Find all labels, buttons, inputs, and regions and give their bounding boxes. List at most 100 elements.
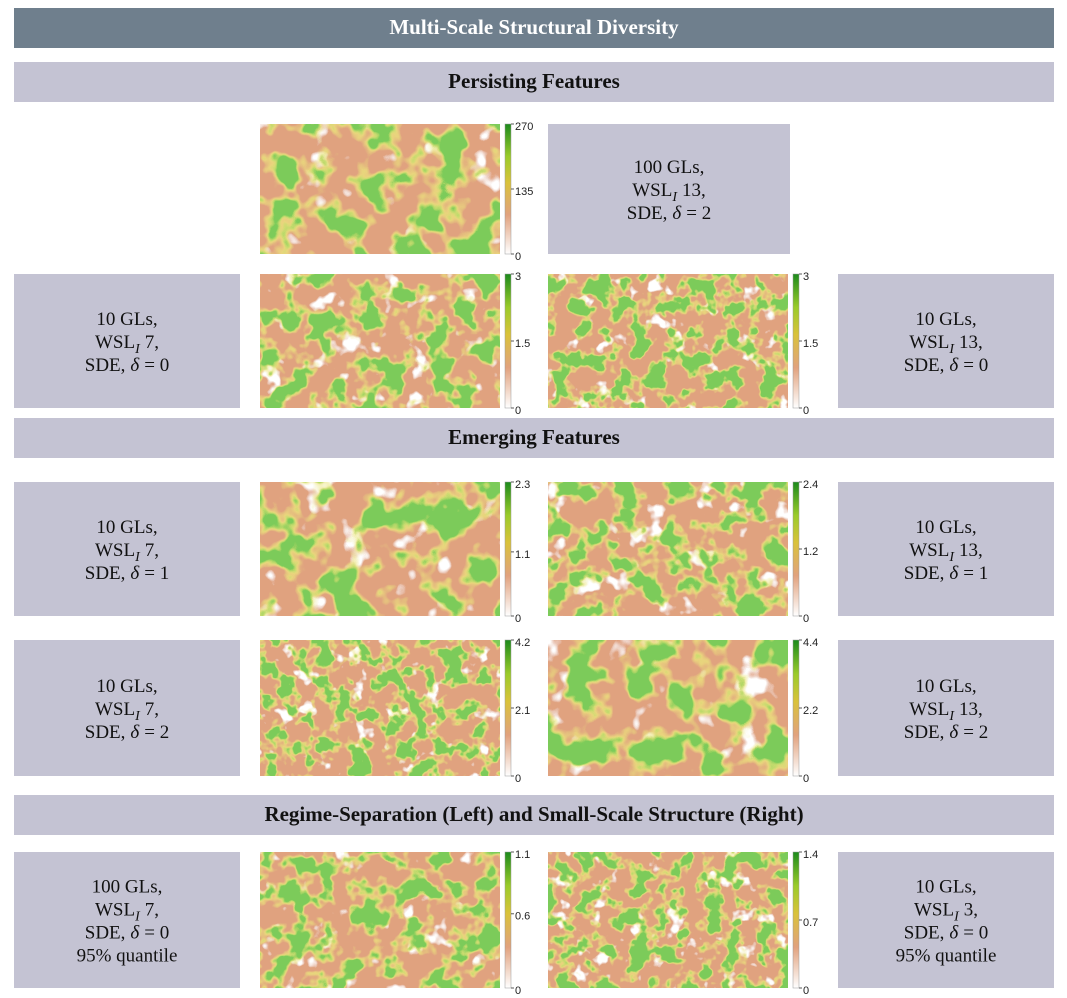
- label-line: 95% quantile: [77, 946, 178, 967]
- colorbar-tick-label: 1.4: [803, 849, 818, 861]
- label-eq: = 2: [963, 722, 988, 743]
- label-sde: SDE,: [904, 355, 945, 376]
- label-gls: 10 GLs,: [96, 309, 157, 330]
- label-eq: = 2: [686, 203, 711, 224]
- label-gls: 10 GLs,: [915, 676, 976, 697]
- label-eq: = 2: [144, 722, 169, 743]
- label-wsl: WSL: [909, 332, 949, 353]
- colorbar-tick-label: 1.2: [803, 546, 818, 558]
- label-wsl: WSL: [95, 900, 135, 921]
- colorbar-tick-label: 1.1: [515, 849, 530, 861]
- label-gls: 10 GLs,: [96, 517, 157, 538]
- label-delta: δ: [949, 923, 959, 944]
- label-extra: 95% quantile: [896, 946, 997, 967]
- colorbar: [505, 640, 511, 776]
- label-line: 10 GLs,: [96, 309, 157, 330]
- colorbar-tick-label: 0: [803, 405, 809, 417]
- colorbar-tick-label: 0: [515, 985, 521, 997]
- label-wsl: WSL: [914, 900, 954, 921]
- colorbar-tick-label: 4.4: [803, 637, 818, 649]
- label-scale: 13,: [959, 540, 983, 561]
- label-line: 10 GLs,: [915, 309, 976, 330]
- label-delta: δ: [130, 722, 140, 743]
- heatmap: [260, 640, 500, 776]
- label-scale: 7,: [145, 900, 159, 921]
- label-delta: δ: [130, 923, 140, 944]
- label-scale: 3,: [964, 900, 978, 921]
- label-sde: SDE,: [85, 563, 126, 584]
- colorbar-tick-label: 2.4: [803, 479, 818, 491]
- label-line: 10 GLs,: [915, 676, 976, 697]
- label-sde: SDE,: [904, 722, 945, 743]
- label-sde: SDE,: [85, 355, 126, 376]
- label-wsl: WSL: [95, 540, 135, 561]
- label-line: 95% quantile: [896, 946, 997, 967]
- colorbar-tick-label: 0: [515, 251, 521, 263]
- label-scale: 13,: [682, 180, 706, 201]
- label-eq: = 1: [144, 563, 169, 584]
- label-gls: 100 GLs,: [634, 157, 705, 178]
- label-sde: SDE,: [85, 923, 126, 944]
- colorbar-tick-label: 0.7: [803, 917, 818, 929]
- label-gls: 100 GLs,: [92, 877, 163, 898]
- label-extra: 95% quantile: [77, 946, 178, 967]
- section-title: Emerging Features: [448, 425, 620, 449]
- label-eq: = 0: [963, 355, 988, 376]
- colorbar-tick-label: 2.3: [515, 479, 530, 491]
- colorbar: [505, 482, 511, 616]
- colorbar-tick-label: 0: [515, 405, 521, 417]
- label-sde: SDE,: [904, 923, 945, 944]
- label-delta: δ: [130, 563, 140, 584]
- label-eq: = 0: [963, 923, 988, 944]
- label-gls: 10 GLs,: [96, 676, 157, 697]
- label-gls: 10 GLs,: [915, 517, 976, 538]
- colorbar-tick-label: 0: [515, 613, 521, 625]
- label-line: 10 GLs,: [915, 877, 976, 898]
- heatmap: [260, 852, 500, 988]
- label-gls: 10 GLs,: [915, 877, 976, 898]
- colorbar-tick-label: 0: [803, 773, 809, 785]
- label-eq: = 1: [963, 563, 988, 584]
- label-line: 10 GLs,: [915, 517, 976, 538]
- label-eq: = 0: [144, 355, 169, 376]
- label-delta: δ: [949, 722, 959, 743]
- section-title: Persisting Features: [448, 69, 620, 93]
- heatmap: [548, 852, 788, 988]
- colorbar-tick-label: 1.1: [515, 549, 530, 561]
- label-scale: 13,: [959, 699, 983, 720]
- colorbar-tick-label: 3: [515, 271, 521, 283]
- colorbar-tick-label: 1.5: [803, 338, 818, 350]
- label-line: 100 GLs,: [92, 877, 163, 898]
- colorbar-tick-label: 0: [515, 773, 521, 785]
- figure: Multi-Scale Structural Diversity Persist…: [0, 0, 1067, 998]
- label-sde: SDE,: [904, 563, 945, 584]
- heatmap: [548, 482, 788, 616]
- label-gls: 10 GLs,: [915, 309, 976, 330]
- label-scale: 7,: [145, 699, 159, 720]
- colorbar-tick-label: 0.6: [515, 911, 530, 923]
- label-sde: SDE,: [627, 203, 668, 224]
- colorbar: [793, 274, 799, 408]
- label-line: 100 GLs,: [634, 157, 705, 178]
- label-wsl: WSL: [909, 699, 949, 720]
- colorbar-tick-label: 0: [803, 985, 809, 997]
- heatmap: [260, 124, 500, 254]
- label-delta: δ: [130, 355, 140, 376]
- label-scale: 7,: [145, 540, 159, 561]
- colorbar-tick-label: 135: [515, 186, 533, 198]
- label-eq: = 0: [144, 923, 169, 944]
- colorbar-tick-label: 4.2: [515, 637, 530, 649]
- colorbar-tick-label: 0: [803, 613, 809, 625]
- colorbar: [505, 852, 511, 988]
- colorbar-tick-label: 2.2: [803, 705, 818, 717]
- label-delta: δ: [672, 203, 682, 224]
- figure-title: Multi-Scale Structural Diversity: [389, 15, 679, 39]
- heatmap: [548, 274, 788, 408]
- colorbar: [505, 124, 511, 254]
- label-wsl: WSL: [95, 699, 135, 720]
- label-delta: δ: [949, 563, 959, 584]
- colorbar: [793, 852, 799, 988]
- label-scale: 13,: [959, 332, 983, 353]
- label-sde: SDE,: [85, 722, 126, 743]
- colorbar: [793, 640, 799, 776]
